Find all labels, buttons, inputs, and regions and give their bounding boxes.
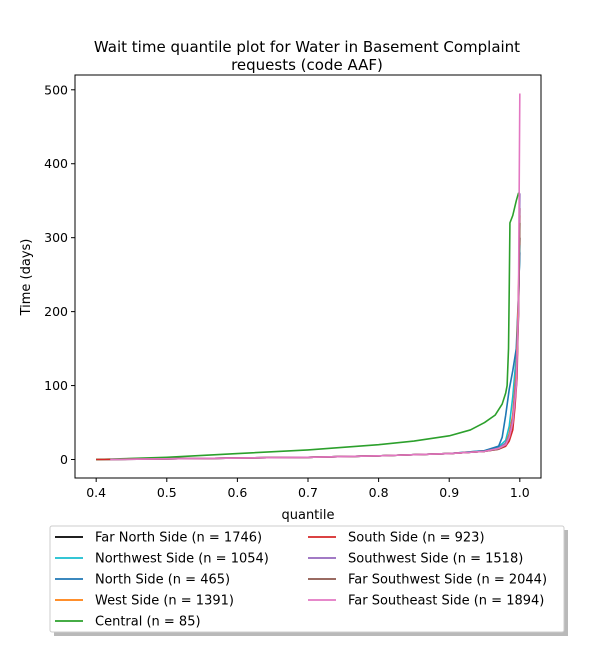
series-line-3	[96, 215, 521, 461]
series-line-8	[110, 93, 521, 461]
legend-label-8: Far Southeast Side (n = 1894)	[348, 594, 544, 609]
legend-label-5: South Side (n = 923)	[348, 531, 485, 546]
y-tick-label-0: 0	[60, 452, 68, 467]
series-line-4	[96, 192, 520, 461]
legend-items: Far North Side (n = 1746) Northwest Side …	[55, 531, 547, 630]
plot-frame	[74, 74, 542, 479]
series-line-1	[96, 245, 521, 461]
legend-box	[49, 525, 565, 633]
x-tick-label-1: 0.5	[157, 485, 177, 500]
legend-label-0: Far North Side (n = 1746)	[95, 531, 262, 546]
y-tick-label-1: 100	[44, 378, 68, 393]
legend-label-6: Southwest Side (n = 1518)	[348, 552, 523, 567]
legend-label-3: West Side (n = 1391)	[95, 594, 234, 609]
y-axis: 0 100 200 300 400 500	[44, 82, 75, 467]
chart-title-line-1: Wait time quantile plot for Water in Bas…	[94, 38, 520, 56]
y-axis-label: Time (days)	[19, 239, 34, 317]
legend-label-1: Northwest Side (n = 1054)	[95, 552, 269, 567]
legend: Far North Side (n = 1746) Northwest Side …	[49, 525, 568, 636]
series-line-2	[96, 252, 521, 461]
y-tick-label-2: 200	[44, 304, 68, 319]
y-tick-label-5: 500	[44, 82, 68, 97]
y-tick-label-3: 300	[44, 230, 68, 245]
series-line-0	[96, 237, 521, 461]
legend-label-7: Far Southwest Side (n = 2044)	[348, 573, 547, 588]
legend-label-4: Central (n = 85)	[95, 615, 201, 630]
series-line-7	[110, 222, 521, 461]
series-layer	[96, 93, 521, 461]
x-tick-label-4: 0.8	[369, 485, 389, 500]
x-axis: 0.4 0.5 0.6 0.7 0.8 0.9 1.0	[86, 478, 530, 500]
chart-title-line-2: requests (code AAF)	[231, 56, 383, 74]
legend-label-2: North Side (n = 465)	[95, 573, 230, 588]
x-tick-label-5: 0.9	[439, 485, 459, 500]
x-tick-label-6: 1.0	[510, 485, 530, 500]
series-line-5	[96, 208, 521, 461]
x-axis-label: quantile	[281, 508, 334, 523]
series-line-6	[110, 193, 521, 461]
x-tick-label-0: 0.4	[86, 485, 106, 500]
x-tick-label-3: 0.7	[298, 485, 318, 500]
y-tick-label-4: 400	[44, 156, 68, 171]
x-tick-label-2: 0.6	[227, 485, 247, 500]
